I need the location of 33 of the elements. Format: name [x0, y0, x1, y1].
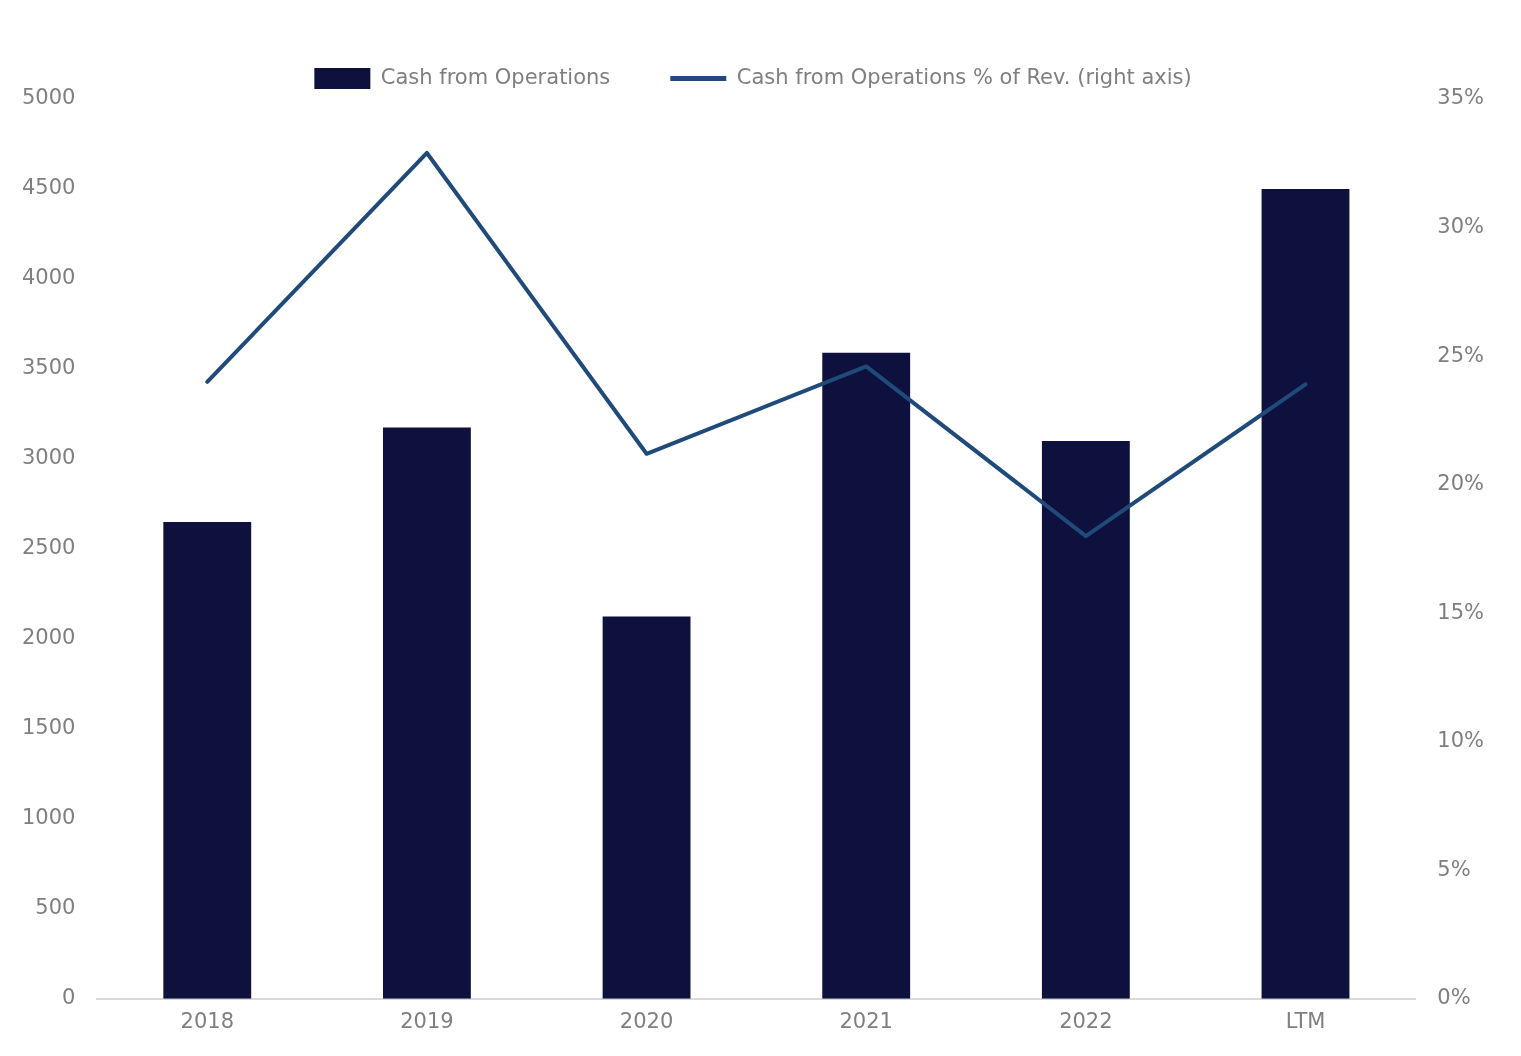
- y2-tick-label: 10%: [1437, 728, 1485, 753]
- bar: [602, 616, 691, 999]
- x-tick-label: 2021: [839, 1008, 893, 1033]
- y-tick-label: 1000: [21, 805, 76, 830]
- bar: [382, 427, 471, 999]
- y-tick-label: 4000: [21, 265, 76, 290]
- legend-label: Cash from Operations % of Rev. (right axis): [736, 64, 1192, 89]
- y2-tick-label: 20%: [1437, 471, 1485, 496]
- y-tick-label: 2000: [21, 625, 76, 650]
- y-tick-label: 500: [35, 895, 76, 920]
- y2-tick-label: 35%: [1437, 85, 1485, 110]
- y2-tick-label: 5%: [1437, 856, 1471, 881]
- bar: [163, 521, 252, 999]
- y-tick-label: 0: [62, 985, 76, 1010]
- y-tick-label: 3000: [21, 445, 76, 470]
- y-tick-label: 3500: [21, 355, 76, 380]
- x-tick-label: 2019: [400, 1008, 454, 1033]
- x-tick-label: 2020: [619, 1008, 674, 1033]
- y-tick-label: 2500: [21, 535, 76, 560]
- y-tick-label: 5000: [21, 85, 76, 110]
- legend-label: Cash from Operations: [380, 64, 611, 89]
- x-tick-label: 2022: [1059, 1008, 1113, 1033]
- bar: [1041, 440, 1130, 999]
- y-tick-label: 1500: [21, 715, 76, 740]
- y-tick-label: 4500: [21, 175, 76, 200]
- x-tick-label: 2018: [180, 1008, 234, 1033]
- bar: [822, 352, 911, 999]
- y2-tick-label: 0%: [1437, 985, 1471, 1010]
- y2-tick-label: 15%: [1437, 599, 1485, 624]
- bar: [1261, 188, 1350, 999]
- y2-tick-label: 25%: [1437, 342, 1485, 367]
- y2-tick-label: 30%: [1437, 214, 1485, 238]
- x-tick-label: LTM: [1285, 1008, 1326, 1033]
